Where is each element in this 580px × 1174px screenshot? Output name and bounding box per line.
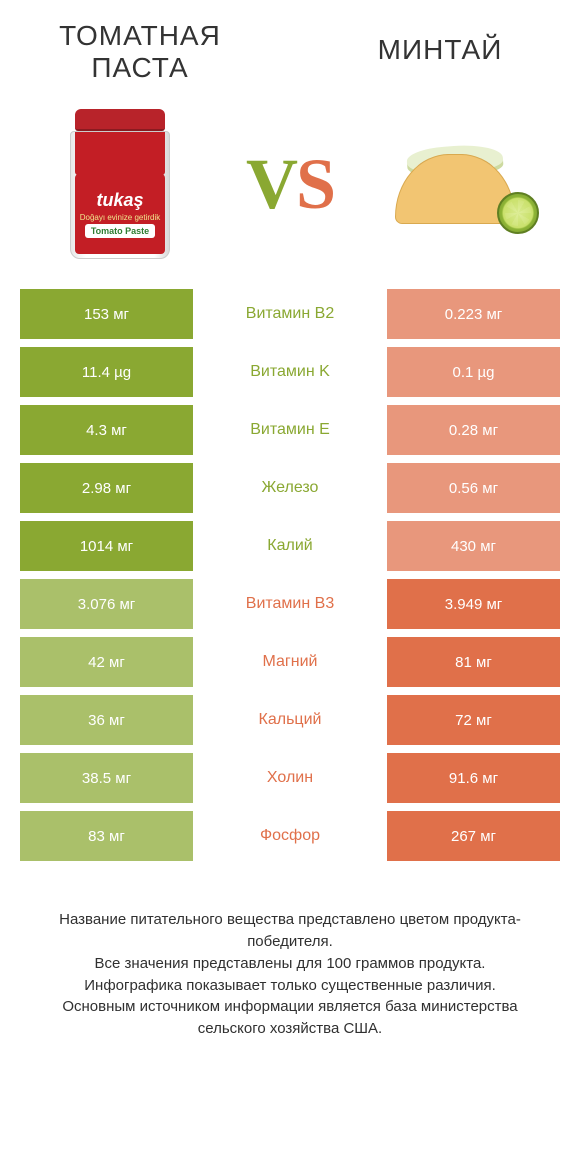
right-value-cell: 0.28 мг	[385, 405, 560, 455]
left-value-cell: 4.3 мг	[20, 405, 195, 455]
vs-s-letter: S	[296, 144, 334, 224]
right-product-title: Минтай	[340, 34, 540, 66]
left-value-cell: 3.076 мг	[20, 579, 195, 629]
jar-sub: Doğayı evinize getirdik	[80, 213, 160, 222]
left-value-cell: 11.4 µg	[20, 347, 195, 397]
table-row: 4.3 мгВитамин E0.28 мг	[20, 405, 560, 455]
table-row: 1014 мгКалий430 мг	[20, 521, 560, 571]
right-value-cell: 3.949 мг	[385, 579, 560, 629]
nutrient-name-cell: Магний	[195, 637, 385, 687]
tomato-paste-jar-icon: tukaş Doğayı evinize getirdik Tomato Pas…	[70, 109, 170, 259]
table-row: 38.5 мгХолин91.6 мг	[20, 753, 560, 803]
nutrient-name-cell: Витамин B2	[195, 289, 385, 339]
left-value-cell: 1014 мг	[20, 521, 195, 571]
nutrient-name-cell: Калий	[195, 521, 385, 571]
images-row: tukaş Doğayı evinize getirdik Tomato Pas…	[0, 89, 580, 289]
right-value-cell: 267 мг	[385, 811, 560, 861]
right-value-cell: 0.56 мг	[385, 463, 560, 513]
footer-line: Название питательного вещества представл…	[28, 909, 552, 953]
nutrient-name-cell: Кальций	[195, 695, 385, 745]
footer-line: Основным источником информации является …	[28, 996, 552, 1040]
left-value-cell: 38.5 мг	[20, 753, 195, 803]
comparison-table: 153 мгВитамин B20.223 мг 11.4 µgВитамин K…	[20, 289, 560, 861]
nutrient-name-cell: Витамин E	[195, 405, 385, 455]
fish-taco-icon	[385, 134, 535, 234]
table-row: 11.4 µgВитамин K0.1 µg	[20, 347, 560, 397]
nutrient-name-cell: Железо	[195, 463, 385, 513]
nutrient-name-cell: Фосфор	[195, 811, 385, 861]
right-value-cell: 0.1 µg	[385, 347, 560, 397]
footer-line: Инфографика показывает только существенн…	[28, 975, 552, 997]
left-value-cell: 42 мг	[20, 637, 195, 687]
footer-notes: Название питательного вещества представл…	[0, 869, 580, 1040]
vs-badge: VS	[246, 143, 334, 226]
table-row: 3.076 мгВитамин B33.949 мг	[20, 579, 560, 629]
header: Томатная паста Минтай	[0, 0, 580, 89]
nutrient-name-cell: Холин	[195, 753, 385, 803]
right-product-image	[380, 99, 540, 269]
table-row: 83 мгФосфор267 мг	[20, 811, 560, 861]
right-value-cell: 72 мг	[385, 695, 560, 745]
jar-text: Tomato Paste	[85, 224, 155, 238]
footer-line: Все значения представлены для 100 граммо…	[28, 953, 552, 975]
table-row: 153 мгВитамин B20.223 мг	[20, 289, 560, 339]
right-value-cell: 91.6 мг	[385, 753, 560, 803]
jar-brand: tukaş	[96, 190, 143, 211]
right-value-cell: 0.223 мг	[385, 289, 560, 339]
left-value-cell: 153 мг	[20, 289, 195, 339]
left-product-title: Томатная паста	[40, 20, 240, 84]
table-row: 36 мгКальций72 мг	[20, 695, 560, 745]
table-row: 2.98 мгЖелезо0.56 мг	[20, 463, 560, 513]
nutrient-name-cell: Витамин B3	[195, 579, 385, 629]
vs-v-letter: V	[246, 144, 296, 224]
left-value-cell: 36 мг	[20, 695, 195, 745]
left-value-cell: 83 мг	[20, 811, 195, 861]
right-value-cell: 430 мг	[385, 521, 560, 571]
right-value-cell: 81 мг	[385, 637, 560, 687]
table-row: 42 мгМагний81 мг	[20, 637, 560, 687]
left-product-image: tukaş Doğayı evinize getirdik Tomato Pas…	[40, 99, 200, 269]
left-value-cell: 2.98 мг	[20, 463, 195, 513]
nutrient-name-cell: Витамин K	[195, 347, 385, 397]
